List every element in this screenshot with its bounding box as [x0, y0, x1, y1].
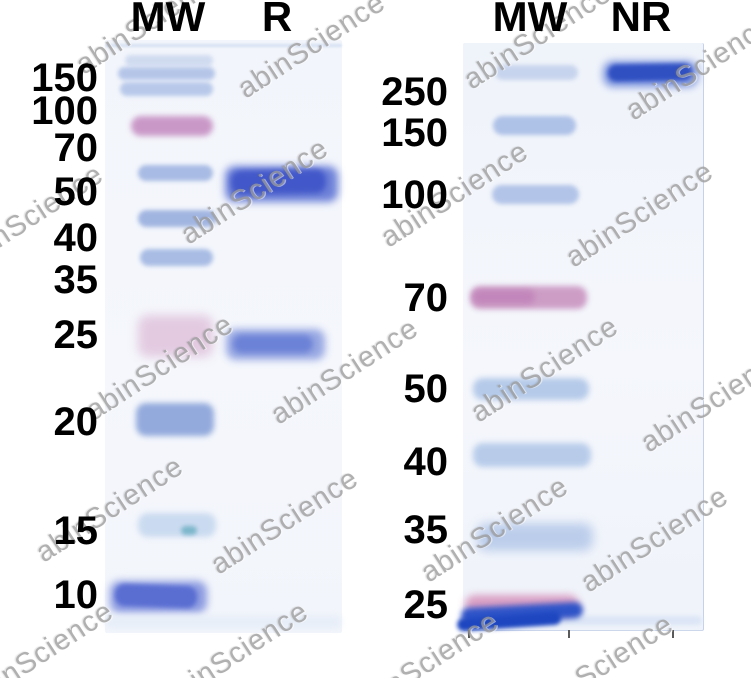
lane-label-nr: NR [610, 0, 672, 40]
protein-band-mw [492, 185, 579, 204]
protein-band-mw [138, 315, 213, 357]
ladder-label-150kda: 150 [31, 56, 98, 100]
protein-band-mw [136, 403, 214, 436]
protein-band-mw [118, 67, 215, 80]
tick-mark [468, 630, 470, 638]
ladder-label-25kda: 25 [53, 313, 99, 357]
ladder-label-20kda: 20 [53, 400, 99, 444]
reduced-gel [105, 40, 342, 633]
protein-band-mw [105, 44, 342, 47]
protein-band-mw [493, 116, 576, 135]
tick-mark [672, 630, 674, 638]
protein-band-mw [114, 583, 198, 609]
non-reduced-gel [456, 43, 704, 632]
ladder-label-15kda: 15 [53, 509, 99, 553]
ladder-label-10kda: 10 [53, 573, 99, 617]
protein-band-mw [477, 523, 593, 551]
lane-label-mw: MW [130, 0, 206, 40]
protein-band-mw [140, 249, 213, 266]
ladder-label-50kda: 50 [53, 170, 99, 214]
protein-band-mw [473, 443, 591, 467]
lane-label-r: R [261, 0, 293, 40]
ladder-label-40kda: 40 [403, 440, 449, 484]
protein-band-mw [473, 290, 535, 304]
protein-band-mw [495, 65, 578, 80]
ladder-label-25kda: 25 [403, 583, 449, 627]
protein-band-r [230, 169, 327, 195]
protein-band-mw [181, 526, 197, 535]
ladder-label-100kda: 100 [381, 173, 448, 217]
ladder-label-70kda: 70 [403, 276, 449, 320]
ladder-label-35kda: 35 [53, 258, 99, 302]
protein-band-mw [125, 55, 213, 66]
protein-band-mw [138, 210, 216, 227]
protein-band-mw [138, 165, 213, 181]
ladder-label-35kda: 35 [403, 508, 449, 552]
protein-band-mw [105, 615, 342, 629]
tick-mark [568, 630, 570, 638]
protein-band-mw [120, 82, 213, 96]
protein-band-mw [463, 616, 702, 625]
protein-band-mw [138, 513, 216, 537]
protein-band-r [233, 335, 313, 353]
ladder-label-50kda: 50 [403, 367, 449, 411]
protein-band-mw [473, 378, 589, 400]
ladder-label-40kda: 40 [53, 216, 99, 260]
ladder-label-100kda: 100 [31, 89, 98, 133]
protein-band-mw [131, 116, 213, 136]
ladder-label-70kda: 70 [53, 126, 99, 170]
ladder-label-150kda: 150 [381, 111, 448, 155]
ladder-label-250kda: 250 [381, 70, 448, 114]
protein-band-nr [607, 63, 693, 82]
lane-label-mw: MW [492, 0, 568, 40]
